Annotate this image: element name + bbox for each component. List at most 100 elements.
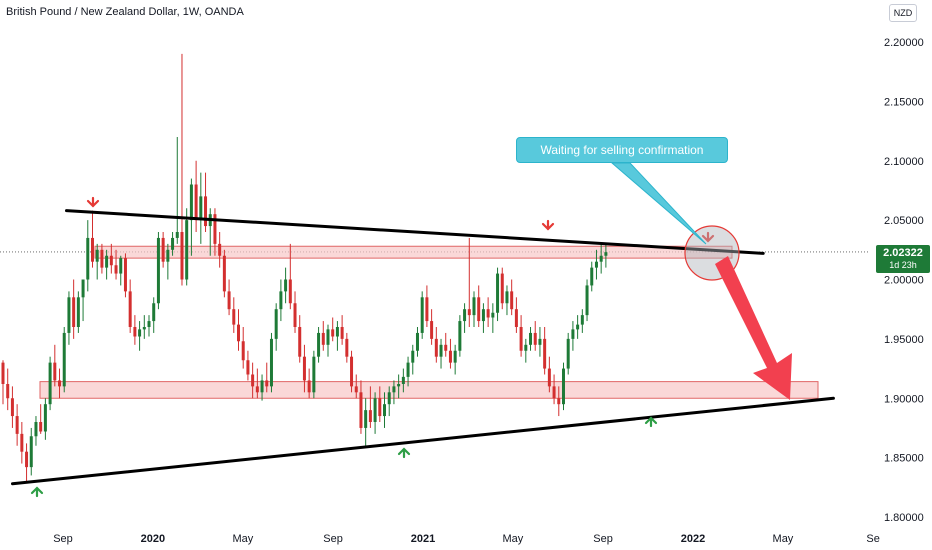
candle [307, 368, 311, 399]
candle-body [505, 291, 509, 304]
candle [302, 344, 306, 393]
candle-body [95, 249, 99, 262]
candle [566, 332, 570, 375]
candle [576, 315, 580, 339]
candle [105, 249, 109, 280]
candle [293, 291, 297, 333]
candle [265, 362, 269, 393]
candle [6, 368, 10, 411]
annotation-callout: Waiting for selling confirmation [516, 137, 728, 163]
candles [1, 53, 608, 482]
candle [241, 327, 245, 369]
candle [543, 327, 547, 375]
candle [156, 232, 160, 310]
candle [312, 350, 316, 399]
candle-body [571, 329, 575, 339]
candle-body [156, 237, 160, 304]
candle-body [222, 255, 226, 292]
candle [95, 243, 99, 280]
candle-body [387, 392, 391, 405]
candle [142, 315, 146, 339]
projection-arrow-icon [715, 256, 792, 400]
candle-body [43, 404, 47, 432]
candle-body [48, 362, 52, 405]
y-tick-label: 2.20000 [884, 37, 924, 49]
candle-body [392, 386, 396, 393]
candle [251, 362, 255, 399]
candle [383, 392, 387, 428]
candle-body [232, 309, 236, 325]
candle-body [335, 327, 339, 337]
candle [48, 356, 52, 411]
candle [590, 261, 594, 292]
candle [350, 350, 354, 393]
candle [119, 255, 123, 286]
candle-body [317, 332, 321, 357]
candle [284, 267, 288, 304]
candle-body [288, 279, 292, 304]
candle [401, 368, 405, 393]
candle-body [331, 329, 335, 337]
candle-body [166, 249, 170, 262]
candle [15, 404, 19, 446]
candle-body [326, 329, 330, 345]
x-axis[interactable]: Sep 2020 May Sep 2021 May Sep 2022 May Se [53, 533, 880, 545]
candle-body [594, 261, 598, 268]
candle [406, 356, 410, 387]
candle-body [307, 380, 311, 393]
candle [175, 137, 179, 244]
candle-body [585, 285, 589, 316]
candle [81, 279, 85, 322]
candle-body [368, 410, 372, 422]
candle-body [543, 338, 547, 369]
candle-countdown: 1d 23h [889, 260, 917, 270]
candle-body [406, 362, 410, 377]
sell-arrow-icon [701, 231, 715, 243]
candle [354, 374, 358, 399]
candle-body [293, 303, 297, 327]
candle-body [467, 309, 471, 316]
candle-body [321, 332, 325, 345]
candle-body [566, 338, 570, 369]
chart-title: British Pound / New Zealand Dollar, 1W, … [6, 6, 244, 18]
candle-body [378, 398, 382, 417]
candle [448, 338, 452, 369]
candle-body [561, 368, 565, 405]
candle [20, 422, 24, 464]
candle-body [218, 243, 222, 256]
x-tick-label: Sep [593, 533, 613, 545]
y-axis[interactable]: 2.20000 2.15000 2.10000 2.05000 2.00000 1.950… [884, 37, 924, 524]
candle [260, 374, 264, 401]
candle-body [227, 291, 231, 310]
currency-button[interactable]: NZD [889, 4, 917, 22]
candle-body [354, 386, 358, 393]
candle [463, 303, 467, 333]
candle [411, 344, 415, 375]
candle [255, 368, 259, 399]
candle-body [86, 237, 90, 280]
candle [10, 386, 14, 428]
x-tick-label: May [232, 533, 253, 545]
candle-body [496, 273, 500, 313]
candle-body [123, 258, 127, 292]
candle-body [533, 332, 537, 345]
candle-body [100, 249, 104, 268]
candle-body [453, 350, 457, 363]
candle-body [76, 297, 80, 327]
candle-body [383, 404, 387, 417]
candle [425, 285, 429, 327]
candle-body [62, 332, 66, 387]
candle [199, 172, 203, 244]
candle [133, 315, 137, 345]
candle [62, 327, 66, 393]
candle [561, 362, 565, 411]
candle-body [194, 184, 198, 221]
candle-body [373, 398, 377, 422]
current-price-badge: 2.02322 1d 23h [876, 245, 930, 273]
candle [76, 291, 80, 333]
candle-body [514, 309, 518, 327]
candle [387, 386, 391, 417]
candle-body [557, 398, 561, 405]
candle [486, 297, 490, 327]
